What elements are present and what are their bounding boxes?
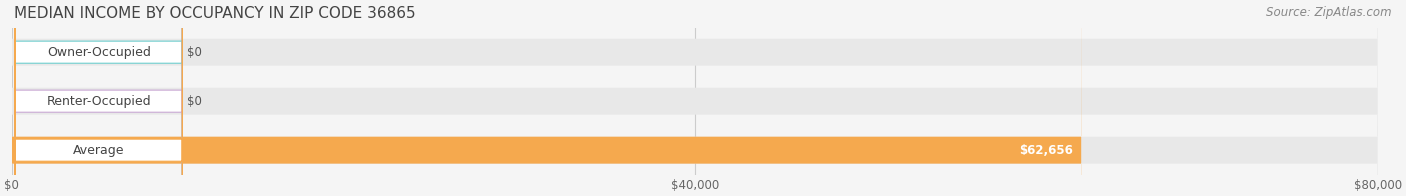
FancyBboxPatch shape: [15, 0, 183, 196]
FancyBboxPatch shape: [15, 0, 183, 196]
Text: Owner-Occupied: Owner-Occupied: [46, 46, 150, 59]
Text: Source: ZipAtlas.com: Source: ZipAtlas.com: [1267, 6, 1392, 19]
Text: $62,656: $62,656: [1019, 144, 1073, 157]
FancyBboxPatch shape: [15, 0, 183, 196]
Text: Average: Average: [73, 144, 125, 157]
Text: $0: $0: [187, 95, 202, 108]
FancyBboxPatch shape: [11, 0, 1378, 196]
FancyBboxPatch shape: [11, 0, 1081, 196]
Text: $0: $0: [187, 46, 202, 59]
FancyBboxPatch shape: [11, 0, 1378, 196]
Text: MEDIAN INCOME BY OCCUPANCY IN ZIP CODE 36865: MEDIAN INCOME BY OCCUPANCY IN ZIP CODE 3…: [14, 6, 416, 21]
FancyBboxPatch shape: [11, 0, 1378, 196]
Text: Renter-Occupied: Renter-Occupied: [46, 95, 150, 108]
